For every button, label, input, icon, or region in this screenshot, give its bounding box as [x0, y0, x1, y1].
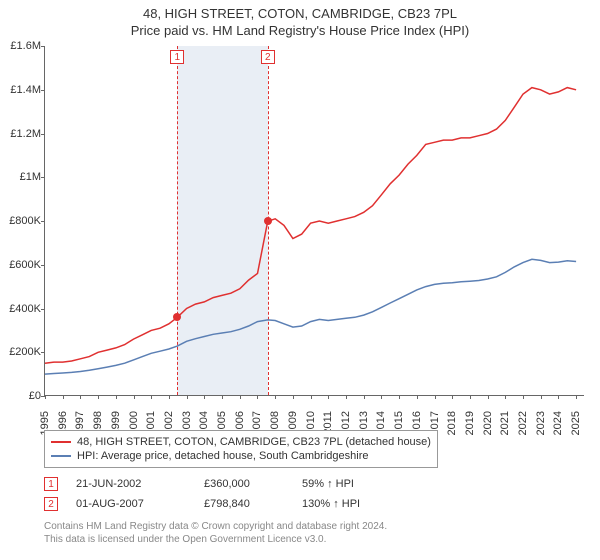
x-tick-label: 2023	[535, 411, 547, 435]
x-tick-label: 2025	[570, 411, 582, 435]
sale-marker-dot	[173, 313, 181, 321]
y-tick-label: £1.4M	[1, 84, 41, 96]
chart-container: 48, HIGH STREET, COTON, CAMBRIDGE, CB23 …	[0, 0, 600, 560]
x-tick-label: 2020	[482, 411, 494, 435]
sale-date-2: 01-AUG-2007	[76, 498, 186, 510]
legend-label-property: 48, HIGH STREET, COTON, CAMBRIDGE, CB23 …	[77, 436, 431, 448]
sale-price-2: £798,840	[204, 498, 284, 510]
y-tick-label: £800K	[1, 215, 41, 227]
sales-row-2: 2 01-AUG-2007 £798,840 130% ↑ HPI	[44, 494, 392, 514]
sale-hpi-2: 130% ↑ HPI	[302, 498, 392, 510]
x-tick-label: 2022	[517, 411, 529, 435]
x-tick-label: 2019	[464, 411, 476, 435]
y-tick-label: £600K	[1, 259, 41, 271]
footnote: Contains HM Land Registry data © Crown c…	[44, 520, 387, 546]
title-subtitle: Price paid vs. HM Land Registry's House …	[0, 23, 600, 38]
sale-marker-badge: 1	[170, 50, 184, 64]
legend-label-hpi: HPI: Average price, detached house, Sout…	[77, 450, 368, 462]
sale-badge-2: 2	[44, 497, 58, 511]
sale-hpi-1: 59% ↑ HPI	[302, 478, 392, 490]
y-tick-label: £1.6M	[1, 40, 41, 52]
line-layer	[45, 46, 585, 396]
legend-row-hpi: HPI: Average price, detached house, Sout…	[51, 449, 431, 463]
x-tick-label: 2024	[552, 411, 564, 435]
x-tick-label: 2021	[499, 411, 511, 435]
title-address: 48, HIGH STREET, COTON, CAMBRIDGE, CB23 …	[0, 6, 600, 21]
footnote-line1: Contains HM Land Registry data © Crown c…	[44, 520, 387, 533]
legend: 48, HIGH STREET, COTON, CAMBRIDGE, CB23 …	[44, 430, 438, 468]
footnote-line2: This data is licensed under the Open Gov…	[44, 533, 387, 546]
y-tick-label: £0	[1, 390, 41, 402]
title-block: 48, HIGH STREET, COTON, CAMBRIDGE, CB23 …	[0, 0, 600, 38]
sales-table: 1 21-JUN-2002 £360,000 59% ↑ HPI 2 01-AU…	[44, 474, 392, 514]
sale-badge-1: 1	[44, 477, 58, 491]
sales-row-1: 1 21-JUN-2002 £360,000 59% ↑ HPI	[44, 474, 392, 494]
sale-price-1: £360,000	[204, 478, 284, 490]
y-tick-label: £400K	[1, 303, 41, 315]
plot-area: £0£200K£400K£600K£800K£1M£1.2M£1.4M£1.6M…	[44, 46, 584, 396]
legend-swatch-property	[51, 441, 71, 443]
sale-marker-badge: 2	[261, 50, 275, 64]
chart-area: £0£200K£400K£600K£800K£1M£1.2M£1.4M£1.6M…	[44, 46, 584, 396]
sale-marker-dot	[264, 217, 272, 225]
legend-row-property: 48, HIGH STREET, COTON, CAMBRIDGE, CB23 …	[51, 435, 431, 449]
y-tick-label: £1M	[1, 171, 41, 183]
series-line-hpi	[45, 259, 576, 374]
y-tick-label: £1.2M	[1, 128, 41, 140]
x-tick-label: 2018	[446, 411, 458, 435]
sale-date-1: 21-JUN-2002	[76, 478, 186, 490]
y-tick-label: £200K	[1, 346, 41, 358]
legend-swatch-hpi	[51, 455, 71, 457]
